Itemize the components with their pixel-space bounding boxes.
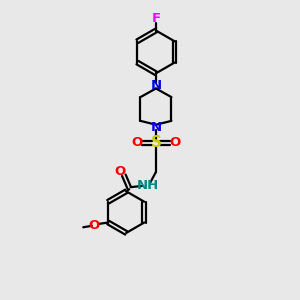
Text: O: O [114, 165, 126, 178]
Text: NH: NH [137, 179, 159, 192]
Text: S: S [150, 135, 161, 150]
Text: N: N [150, 79, 161, 92]
Text: F: F [152, 12, 160, 25]
Text: O: O [169, 136, 180, 149]
Text: O: O [132, 136, 143, 149]
Text: N: N [150, 121, 161, 134]
Text: O: O [88, 219, 100, 232]
